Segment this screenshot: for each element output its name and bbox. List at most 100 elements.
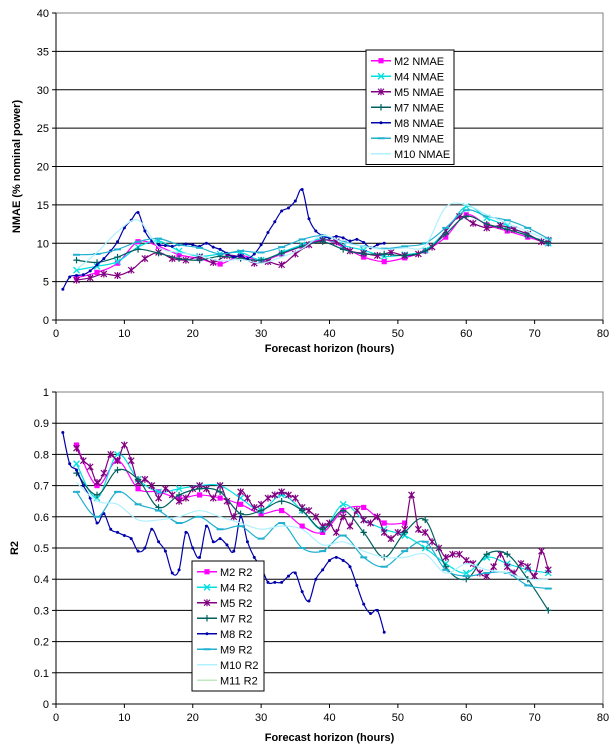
data-point [163, 244, 167, 248]
data-point [538, 547, 545, 555]
data-point [95, 263, 99, 267]
data-point [348, 239, 352, 243]
x-tick-label-6: 60 [460, 328, 472, 340]
data-point [217, 261, 223, 267]
data-point [339, 513, 347, 521]
data-point [408, 491, 415, 499]
x-tick-label-4: 40 [323, 712, 335, 724]
legend-label: M5 NMAE [394, 87, 444, 99]
legend-item: M8 NMAE [371, 118, 444, 130]
legend-marker [377, 104, 385, 111]
data-point [129, 537, 133, 541]
data-point [245, 257, 249, 261]
x-tick-label-6: 60 [460, 712, 472, 724]
data-point [463, 213, 470, 220]
data-point [305, 507, 313, 515]
data-point [141, 255, 149, 263]
data-point [68, 275, 72, 279]
data-point [75, 468, 79, 472]
legend: M2 R2 M4 R2 M5 R2 M7 R2 M8 R2 M9 R2 M10 R2 M11 … [191, 560, 265, 692]
data-point [73, 444, 80, 452]
data-point [469, 219, 477, 227]
data-point [266, 580, 270, 584]
x-axis-title: Forecast horizon (hours) [265, 732, 395, 744]
data-point [184, 530, 188, 534]
data-point [157, 243, 161, 247]
data-point [127, 266, 135, 274]
data-point [421, 544, 429, 552]
legend-label: M4 R2 [220, 582, 252, 594]
legend-marker [205, 632, 209, 636]
legend-label: M5 R2 [220, 598, 252, 610]
data-point [176, 252, 182, 258]
data-point [449, 550, 456, 558]
data-point [483, 551, 490, 558]
data-point [250, 503, 258, 511]
x-tick-label-4: 40 [323, 328, 335, 340]
data-point [355, 583, 359, 587]
data-point [307, 599, 311, 603]
data-point [136, 549, 140, 553]
data-point [100, 469, 108, 477]
data-point [293, 571, 297, 575]
data-point [120, 441, 128, 449]
x-tick-label-1: 10 [118, 712, 130, 724]
data-point [545, 240, 552, 247]
data-point [285, 491, 292, 499]
data-point [257, 256, 265, 264]
data-point [346, 522, 354, 530]
data-point [259, 243, 263, 247]
data-point [114, 457, 121, 465]
data-point [334, 234, 338, 238]
y-tick-label-7: 35 [37, 46, 49, 58]
data-point [122, 534, 126, 538]
data-point [73, 276, 80, 284]
legend-label: M8 NMAE [394, 118, 444, 130]
data-point [232, 255, 236, 259]
data-point [204, 241, 208, 245]
legend-label: M2 R2 [220, 567, 252, 579]
data-point [348, 565, 352, 569]
data-point [280, 580, 284, 584]
data-point [155, 494, 162, 502]
series-m9-r2 [73, 490, 552, 590]
series-line [76, 482, 549, 581]
y-axis-title: NMAE (% nominal power) [11, 100, 23, 234]
data-point [278, 498, 285, 505]
legend-marker [377, 72, 385, 80]
data-point [394, 528, 402, 536]
x-tick-label-8: 80 [597, 712, 609, 724]
data-point [184, 242, 188, 246]
data-point [321, 568, 325, 572]
data-point [189, 485, 197, 493]
data-point [504, 551, 511, 558]
data-point [273, 220, 277, 224]
y-tick-label-7: 0.7 [34, 481, 49, 493]
data-point [81, 484, 85, 488]
data-point [170, 244, 174, 248]
series-m10-nmae [76, 202, 549, 270]
data-point [114, 466, 121, 474]
legend-item: M9 NMAE [371, 133, 444, 145]
data-point [524, 232, 531, 239]
data-point [175, 485, 183, 493]
data-point [286, 206, 290, 210]
data-point [136, 211, 140, 215]
data-point [286, 574, 290, 578]
legend-label: M8 R2 [220, 629, 252, 641]
data-point [61, 287, 65, 291]
series-line [76, 202, 549, 270]
data-point [163, 549, 167, 553]
x-tick-label-2: 20 [187, 712, 199, 724]
legend-item: M2 NMAE [371, 56, 444, 68]
data-point [334, 555, 338, 559]
y-tick-label-5: 25 [37, 123, 49, 135]
data-point [135, 486, 141, 492]
data-point [278, 250, 285, 257]
data-point [155, 488, 163, 496]
y-tick-label-5: 0.5 [34, 543, 49, 555]
data-point [79, 457, 87, 465]
data-point [245, 540, 249, 544]
data-point [93, 491, 101, 499]
x-tick-label-1: 10 [118, 328, 130, 340]
